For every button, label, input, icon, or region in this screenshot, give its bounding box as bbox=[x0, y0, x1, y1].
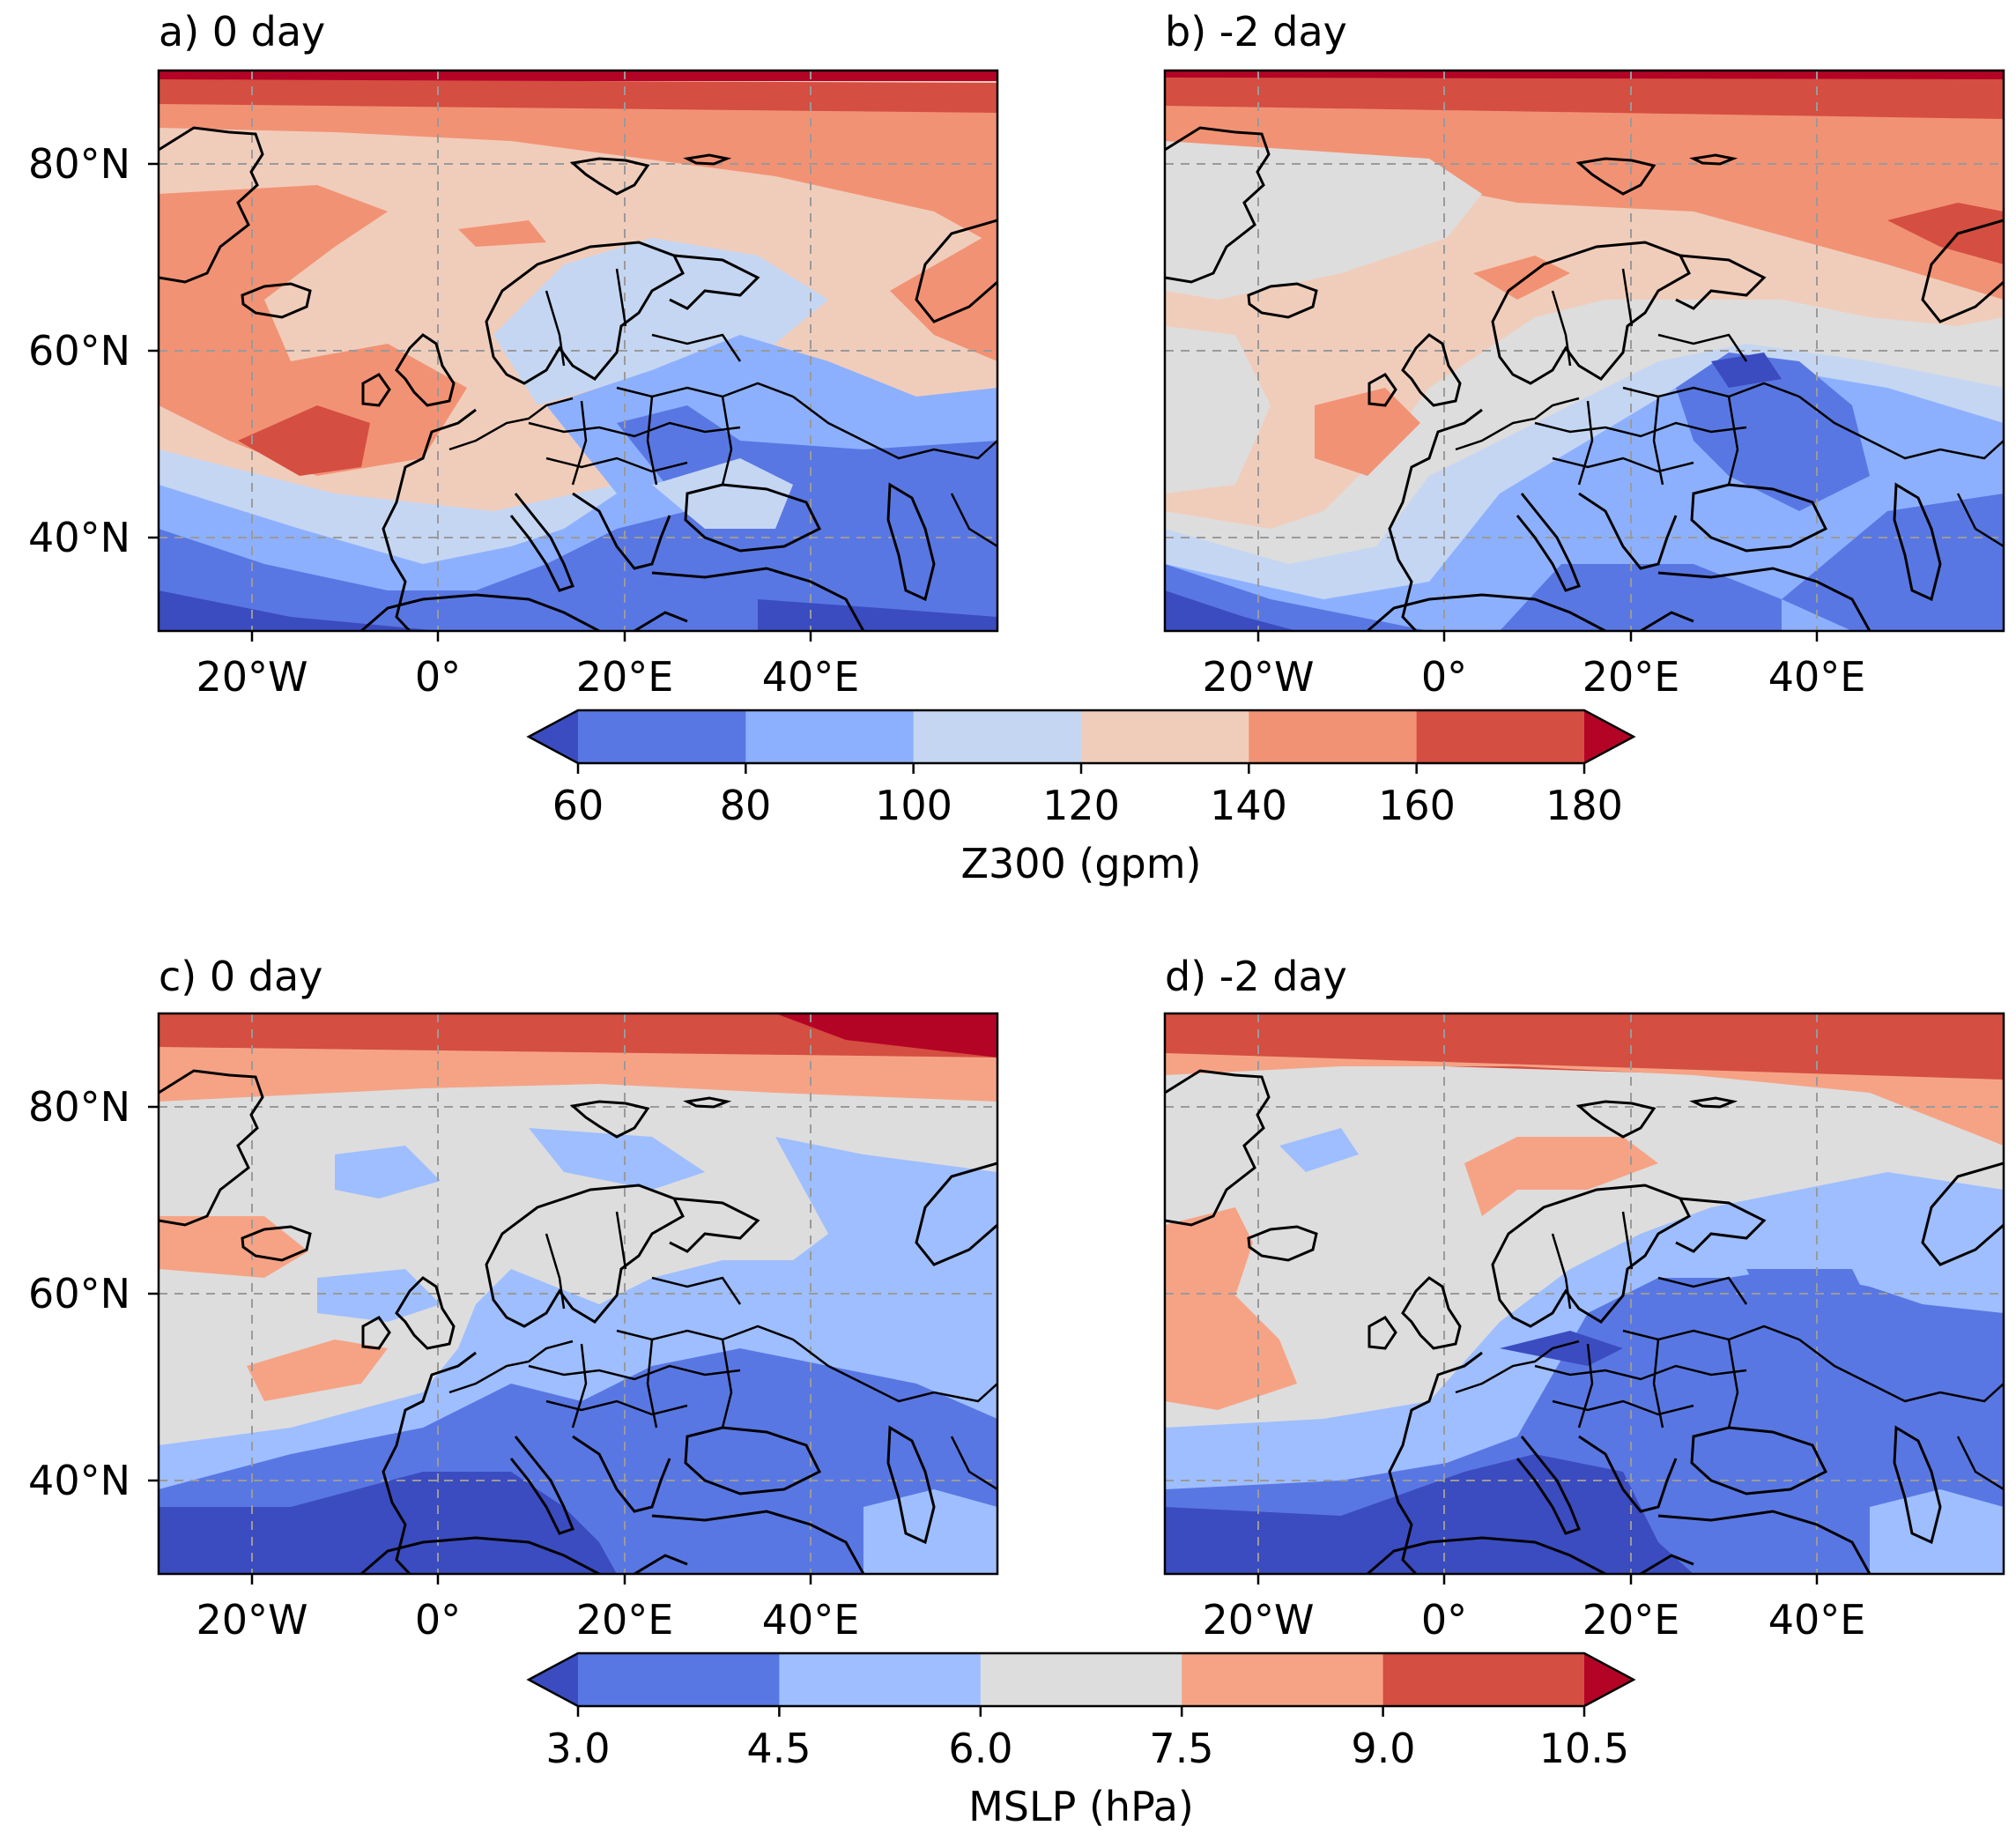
panel-a-map bbox=[159, 71, 997, 631]
colorbar-bin bbox=[578, 1653, 780, 1706]
lon-label: 20°W bbox=[1202, 653, 1314, 701]
lon-label: 0° bbox=[415, 653, 461, 701]
lon-label: 40°E bbox=[1768, 653, 1866, 701]
panel-b-axes: 20°W 0° 20°E 40°E bbox=[1202, 631, 1865, 701]
panel-c-title: c) 0 day bbox=[159, 953, 322, 1000]
colorbar-extend-over bbox=[1584, 710, 1634, 763]
cbar-tick-label: 7.5 bbox=[1149, 1725, 1213, 1772]
colorbar-extend-under bbox=[529, 710, 578, 763]
cbar-tick-label: 120 bbox=[1042, 782, 1120, 829]
colorbar-bin bbox=[980, 1653, 1182, 1706]
panel-c-axes: 80°N 60°N 40°N 20°W 0° 20°E 40°E bbox=[28, 1083, 859, 1644]
colorbar-z300-ticklabels: 60 80 100 120 140 160 180 bbox=[552, 782, 1623, 829]
panel-a-title: a) 0 day bbox=[159, 8, 325, 56]
lat-label: 80°N bbox=[28, 1083, 130, 1131]
colorbar-extend-under bbox=[529, 1653, 578, 1706]
colorbar-mslp bbox=[526, 1651, 1636, 1717]
lon-label: 20°W bbox=[1202, 1596, 1314, 1644]
lat-label: 60°N bbox=[28, 327, 130, 375]
lon-label: 20°W bbox=[196, 1596, 308, 1644]
lon-label: 20°E bbox=[1582, 1596, 1680, 1644]
panel-b-map bbox=[1165, 71, 2004, 631]
cbar-tick-label: 60 bbox=[552, 782, 604, 829]
panel-d-axes: 20°W 0° 20°E 40°E bbox=[1202, 1574, 1865, 1644]
lon-label: 0° bbox=[415, 1596, 461, 1644]
cbar-tick-label: 160 bbox=[1378, 782, 1456, 829]
panel-d-title: d) -2 day bbox=[1165, 953, 1347, 1000]
panel-d-map bbox=[1165, 1013, 2004, 1574]
colorbar-bin bbox=[1249, 710, 1418, 763]
lon-label: 0° bbox=[1421, 653, 1467, 701]
colorbar-bin bbox=[578, 710, 746, 763]
colorbar-bin bbox=[1081, 710, 1249, 763]
cbar-tick-label: 3.0 bbox=[545, 1725, 610, 1772]
lat-label: 80°N bbox=[28, 140, 130, 188]
colorbar-bin bbox=[1382, 1653, 1585, 1706]
panel-a-axes: 80°N 60°N 40°N 20°W 0° 20°E 40°E bbox=[28, 140, 859, 701]
lon-label: 40°E bbox=[762, 653, 860, 701]
colorbar-mslp-ticklabels: 3.0 4.5 6.0 7.5 9.0 10.5 bbox=[545, 1725, 1629, 1772]
colorbar-mslp-label: MSLP (hPa) bbox=[968, 1783, 1194, 1830]
lon-label: 40°E bbox=[1768, 1596, 1866, 1644]
colorbar-bin bbox=[913, 710, 1082, 763]
colorbar-bin bbox=[1182, 1653, 1384, 1706]
colorbar-z300 bbox=[526, 709, 1636, 774]
lon-label: 20°W bbox=[196, 653, 308, 701]
cbar-tick-label: 180 bbox=[1545, 782, 1623, 829]
lon-label: 40°E bbox=[762, 1596, 860, 1644]
colorbar-z300-label: Z300 (gpm) bbox=[960, 840, 1201, 887]
lat-label: 40°N bbox=[28, 514, 130, 561]
panel-c-map bbox=[159, 1013, 997, 1574]
colorbar-extend-over bbox=[1584, 1653, 1634, 1706]
lon-label: 20°E bbox=[576, 653, 674, 701]
panel-d-frame bbox=[1163, 1012, 2005, 1576]
colorbar-bin bbox=[1416, 710, 1585, 763]
lon-label: 0° bbox=[1421, 1596, 1467, 1644]
panel-b-title: b) -2 day bbox=[1165, 8, 1347, 56]
panel-b-frame bbox=[1163, 69, 2005, 633]
cbar-tick-label: 140 bbox=[1210, 782, 1287, 829]
lon-label: 20°E bbox=[576, 1596, 674, 1644]
cbar-tick-label: 10.5 bbox=[1539, 1725, 1629, 1772]
lon-label: 20°E bbox=[1582, 653, 1680, 701]
cbar-tick-label: 80 bbox=[720, 782, 772, 829]
cbar-tick-label: 4.5 bbox=[746, 1725, 811, 1772]
lat-label: 60°N bbox=[28, 1270, 130, 1317]
lat-label: 40°N bbox=[28, 1457, 130, 1504]
cbar-tick-label: 6.0 bbox=[948, 1725, 1012, 1772]
cbar-tick-label: 100 bbox=[875, 782, 952, 829]
colorbar-bin bbox=[779, 1653, 982, 1706]
cbar-tick-label: 9.0 bbox=[1351, 1725, 1415, 1772]
colorbar-bin bbox=[745, 710, 915, 763]
